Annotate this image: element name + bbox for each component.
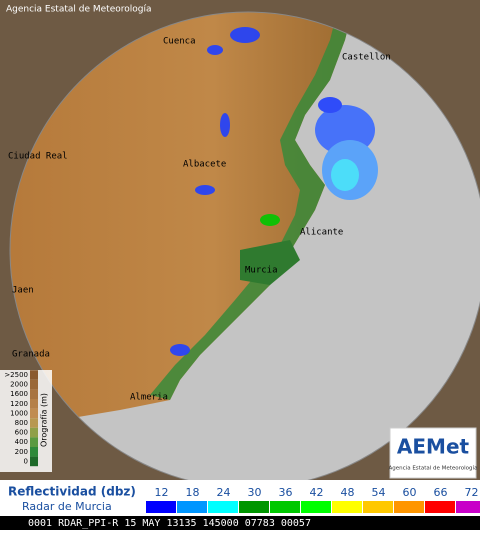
orography-label: 1600: [10, 390, 28, 398]
orography-swatch: [30, 370, 38, 380]
orography-label: 600: [15, 429, 28, 437]
scale-label: 66: [434, 486, 448, 499]
reflectivity-scale: 12 18 24 30 36 42 48 54 60 66 72: [146, 486, 480, 513]
orography-swatch: [30, 389, 38, 399]
orography-swatch: [30, 408, 38, 419]
scale-label: 12: [155, 486, 169, 499]
echoes: [170, 27, 378, 356]
orography-swatch: [30, 456, 38, 467]
scale-label: 36: [279, 486, 293, 499]
logo-box: [389, 427, 477, 479]
radar-name: Radar de Murcia: [22, 500, 112, 513]
orography-label: 2000: [10, 381, 28, 389]
coastal-plain: [150, 12, 355, 400]
city-label: Cuenca: [163, 37, 196, 47]
radar-disc: [10, 12, 480, 480]
scale-swatch: [239, 501, 269, 513]
scale-swatch: [177, 501, 207, 513]
city-label: Ciudad Real: [8, 152, 68, 162]
status-text: 0001 RDAR_PPI-R 15 MAY 13135 145000 0778…: [28, 518, 311, 529]
city-label: Albacete: [183, 160, 226, 170]
orography-panel: [0, 370, 52, 472]
logo-name: AEMet: [397, 435, 470, 459]
legend-title: Reflectividad (dbz): [8, 485, 136, 499]
city-label: Granada: [12, 350, 50, 360]
orography-swatch: [30, 437, 38, 447]
scale-label: 60: [403, 486, 417, 499]
agency-label: Agencia Estatal de Meteorología: [6, 5, 152, 15]
orography-label: 800: [15, 419, 28, 427]
scale-label: 24: [217, 486, 231, 499]
land: [10, 12, 355, 430]
scale-swatch: [332, 501, 362, 513]
orography-label: 200: [15, 448, 28, 456]
scale-label: 48: [341, 486, 355, 499]
city-label: Jaen: [12, 286, 34, 296]
scale-swatch: [146, 501, 176, 513]
orography-swatch: [30, 427, 38, 438]
orography-swatch: [30, 447, 38, 457]
scale-label: 42: [310, 486, 324, 499]
status-bar: [0, 516, 480, 530]
cities: Cuenca Castellon Ciudad Real Albacete Al…: [8, 37, 391, 403]
orography-label: 1000: [10, 409, 28, 417]
scale-label: 18: [186, 486, 200, 499]
orography-swatch: [30, 418, 38, 428]
orography-title: Orografía (m): [40, 393, 49, 447]
vega: [240, 240, 300, 285]
orography-label: 0: [24, 457, 28, 465]
scale-swatch: [270, 501, 300, 513]
city-label: Alicante: [300, 228, 343, 238]
city-label: Murcia: [245, 266, 278, 276]
orography-legend: Orografía (m) >2500200016001200100080060…: [0, 370, 52, 472]
logo-subtitle: Agencia Estatal de Meteorología: [389, 465, 478, 472]
scale-swatch: [456, 501, 480, 513]
scale-label: 72: [465, 486, 479, 499]
logo: AEMet Agencia Estatal de Meteorología: [389, 427, 478, 479]
city-label: Castellon: [342, 53, 391, 63]
scale-swatch: [301, 501, 331, 513]
orography-label: 1200: [10, 400, 28, 408]
scale-swatch: [425, 501, 455, 513]
orography-swatch: [30, 379, 38, 390]
scale-swatch: [394, 501, 424, 513]
orography-label: >2500: [4, 371, 28, 379]
scale-label: 30: [248, 486, 262, 499]
scale-swatch: [208, 501, 238, 513]
scale-swatch: [363, 501, 393, 513]
city-label: Almeria: [130, 393, 168, 403]
orography-swatch: [30, 399, 38, 409]
orography-label: 400: [15, 438, 28, 446]
scale-label: 54: [372, 486, 386, 499]
